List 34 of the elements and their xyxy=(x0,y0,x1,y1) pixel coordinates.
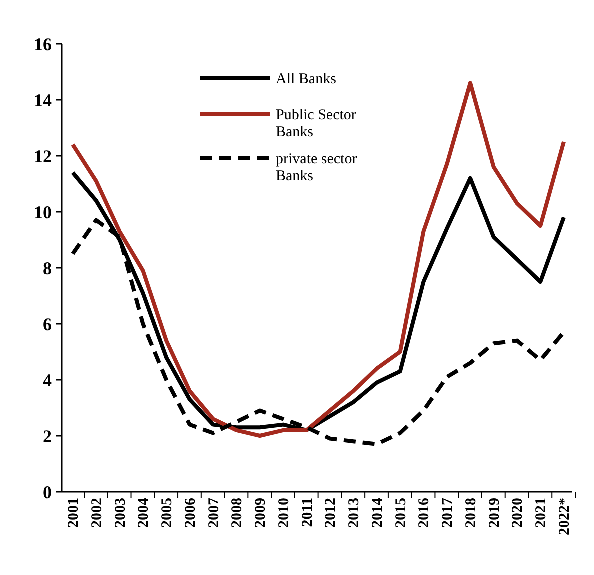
x-tick-label: 2010 xyxy=(276,498,292,528)
x-tick-label: 2007 xyxy=(206,498,222,528)
y-tick-label: 2 xyxy=(43,426,52,446)
x-tick-label: 2002 xyxy=(89,498,106,528)
legend-label: All Banks xyxy=(276,71,337,88)
y-tick-label: 4 xyxy=(43,370,52,390)
x-tick-label: 2021 xyxy=(534,498,550,528)
y-tick-label: 6 xyxy=(43,314,52,334)
x-tick-label: 2020 xyxy=(510,498,526,528)
x-tick-label: 2004 xyxy=(136,498,152,528)
x-tick-label: 2003 xyxy=(112,498,129,528)
x-tick-label: 2013 xyxy=(346,498,363,528)
y-tick-label: 10 xyxy=(34,202,52,222)
x-tick-label: 2006 xyxy=(182,498,199,528)
x-tick-label: 2016 xyxy=(416,498,433,528)
x-tick-label: 2018 xyxy=(463,498,480,528)
y-tick-label: 16 xyxy=(34,34,52,54)
legend-label: private sector Banks xyxy=(276,151,358,184)
x-tick-label: 2009 xyxy=(253,498,270,528)
x-tick-label: 2011 xyxy=(300,498,316,528)
y-tick-label: 14 xyxy=(34,90,52,110)
legend-label: Public Sector Banks xyxy=(276,107,356,140)
y-tick-label: 12 xyxy=(34,146,52,166)
y-tick-label: 8 xyxy=(43,258,52,278)
x-tick-label: 2001 xyxy=(66,498,82,528)
x-tick-label: 2019 xyxy=(486,498,503,528)
x-tick-label: 2012 xyxy=(323,498,340,528)
x-tick-label: 2017 xyxy=(440,498,456,528)
x-tick-label: 2005 xyxy=(160,498,176,528)
x-tick-label: 2014 xyxy=(370,498,386,528)
x-tick-label: 2022* xyxy=(557,498,573,536)
y-tick-label: 0 xyxy=(43,482,52,502)
x-tick-label: 2015 xyxy=(393,498,410,528)
x-tick-label: 2008 xyxy=(230,498,246,528)
